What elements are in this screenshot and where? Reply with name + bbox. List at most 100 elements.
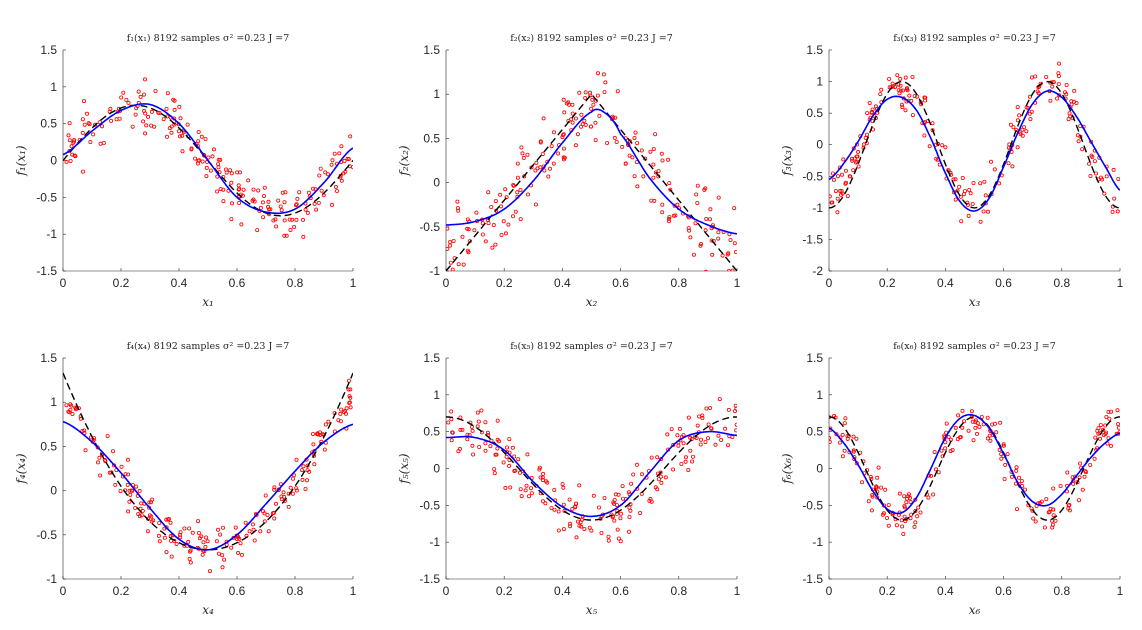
scatter-point bbox=[465, 437, 470, 442]
scatter-point bbox=[276, 487, 281, 492]
scatter-point bbox=[538, 139, 543, 144]
scatter-point bbox=[157, 521, 162, 526]
scatter-point bbox=[660, 210, 665, 215]
scatter-point bbox=[283, 190, 288, 195]
scatter-point bbox=[197, 536, 202, 541]
scatter-point bbox=[1115, 209, 1120, 214]
scatter-point bbox=[973, 418, 978, 423]
scatter-point bbox=[606, 538, 611, 543]
x-tick-label: 0.8 bbox=[287, 276, 304, 290]
scatter-point bbox=[992, 167, 997, 172]
scatter-point bbox=[651, 175, 656, 180]
scatter-point bbox=[733, 250, 737, 254]
scatter-point bbox=[1029, 506, 1034, 511]
scatter-point bbox=[959, 219, 964, 224]
scatter-point bbox=[946, 434, 951, 439]
scatter-point bbox=[516, 457, 521, 462]
scatter-point bbox=[305, 468, 310, 473]
scatter-point bbox=[583, 90, 588, 95]
y-tick-label: -0.5 bbox=[419, 220, 440, 234]
scatter-point bbox=[221, 199, 226, 204]
scatter-point bbox=[840, 454, 845, 459]
scatter-point bbox=[210, 154, 215, 159]
scatter-point bbox=[728, 237, 733, 242]
scatter-point bbox=[140, 508, 145, 513]
x-axis-label: x₆ bbox=[969, 603, 981, 617]
scatter-point bbox=[716, 230, 721, 235]
x-tick-label: 1 bbox=[350, 276, 357, 290]
scatter-point bbox=[201, 540, 206, 545]
scatter-point bbox=[126, 509, 131, 514]
scatter-point bbox=[899, 102, 904, 107]
scatter-point bbox=[252, 199, 257, 204]
scatter-point bbox=[1010, 164, 1015, 169]
scatter-point bbox=[666, 157, 671, 162]
scatter-point bbox=[552, 487, 557, 492]
scatter-point bbox=[940, 143, 945, 148]
scatter-point bbox=[351, 165, 353, 170]
scatter-point bbox=[619, 511, 624, 516]
scatter-point bbox=[189, 146, 194, 151]
scatter-point bbox=[458, 427, 463, 432]
scatter-point bbox=[865, 132, 870, 137]
scatter-point bbox=[934, 156, 939, 161]
scatter-point bbox=[474, 210, 479, 215]
scatter-point bbox=[850, 158, 855, 163]
scatter-point bbox=[1116, 177, 1120, 181]
scatter-point bbox=[461, 262, 466, 267]
scatter-point bbox=[503, 231, 508, 236]
fit-curve bbox=[63, 420, 353, 551]
scatter-point bbox=[570, 506, 575, 511]
scatter-point bbox=[483, 448, 488, 453]
scatter-point bbox=[544, 479, 549, 484]
scatter-point bbox=[520, 151, 525, 156]
scatter-point bbox=[279, 497, 284, 502]
scatter-point bbox=[560, 482, 565, 487]
scatter-point bbox=[451, 238, 456, 243]
scatter-point bbox=[903, 108, 908, 113]
scatter-point bbox=[346, 157, 351, 162]
scatter-point bbox=[699, 241, 704, 246]
scatter-point bbox=[342, 158, 347, 163]
scatter-point bbox=[879, 485, 884, 490]
scatter-point bbox=[894, 523, 899, 528]
scatter-point bbox=[143, 111, 148, 116]
scatter-point bbox=[218, 157, 223, 162]
scatter-point bbox=[577, 523, 582, 528]
scatter-point bbox=[1036, 91, 1041, 96]
scatter-point bbox=[1030, 508, 1035, 513]
scatter-point bbox=[734, 406, 737, 411]
scatter-point bbox=[255, 228, 260, 233]
scatter-point bbox=[167, 126, 172, 131]
scatter-point bbox=[258, 529, 263, 534]
scatter-point bbox=[169, 538, 174, 543]
scatter-point bbox=[593, 120, 598, 125]
scatter-point bbox=[267, 207, 272, 212]
scatter-point bbox=[1031, 516, 1036, 521]
plot-area bbox=[446, 397, 737, 544]
scatter-point bbox=[963, 189, 968, 194]
scatter-point bbox=[653, 132, 658, 137]
scatter-point bbox=[294, 217, 299, 222]
y-tick-label: -0.5 bbox=[419, 498, 440, 512]
scatter-point bbox=[675, 433, 680, 438]
scatter-point bbox=[236, 187, 241, 192]
scatter-point bbox=[493, 242, 498, 247]
scatter-point bbox=[515, 175, 520, 180]
scatter-point bbox=[939, 448, 944, 453]
scatter-point bbox=[602, 90, 607, 95]
y-tick-label: -0.5 bbox=[802, 169, 823, 183]
x-tick-label: 0 bbox=[60, 276, 67, 290]
scatter-point bbox=[337, 151, 342, 156]
scatter-point bbox=[552, 130, 557, 135]
scatter-point bbox=[829, 435, 831, 440]
scatter-point bbox=[70, 411, 75, 416]
scatter-point bbox=[667, 215, 672, 220]
scatter-point bbox=[695, 423, 700, 428]
scatter-point bbox=[243, 520, 248, 525]
scatter-point bbox=[284, 233, 289, 238]
scatter-point bbox=[683, 459, 688, 464]
scatter-point bbox=[1077, 498, 1082, 503]
scatter-point bbox=[113, 482, 118, 487]
scatter-point bbox=[845, 194, 850, 199]
